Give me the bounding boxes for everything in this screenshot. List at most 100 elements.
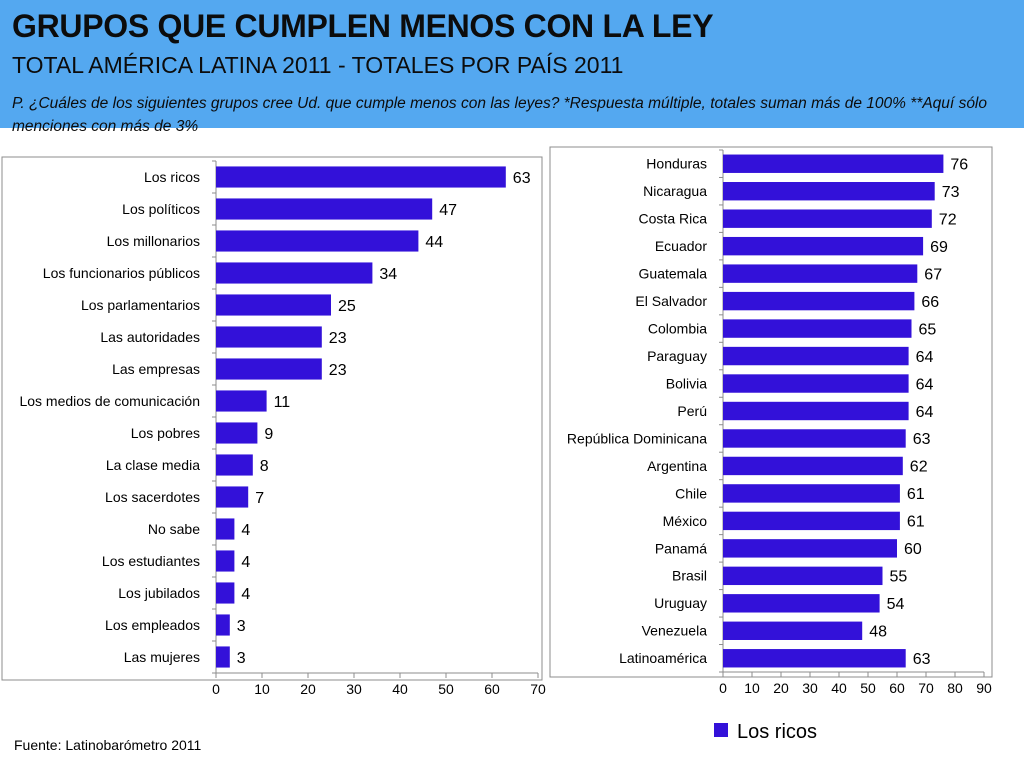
- countries-x-tick-label: 90: [976, 680, 992, 696]
- countries-category-label: Perú: [677, 403, 707, 419]
- countries-bar: [723, 264, 918, 283]
- groups-category-label: Las mujeres: [124, 649, 200, 665]
- countries-bar: [723, 319, 912, 338]
- groups-bar: [216, 294, 331, 316]
- groups-bar: [216, 518, 235, 540]
- countries-x-tick-label: 60: [889, 680, 905, 696]
- page-title: GRUPOS QUE CUMPLEN MENOS CON LA LEY: [12, 8, 714, 44]
- countries-x-tick-label: 80: [947, 680, 963, 696]
- groups-x-tick-label: 60: [484, 681, 500, 697]
- groups-value-label: 11: [274, 394, 291, 411]
- countries-x-tick-label: 50: [860, 680, 876, 696]
- groups-bar: [216, 198, 433, 220]
- header-banner: GRUPOS QUE CUMPLEN MENOS CON LA LEY TOTA…: [0, 0, 1024, 135]
- groups-value-label: 4: [241, 522, 250, 539]
- countries-category-label: Ecuador: [655, 238, 707, 254]
- countries-category-label: Colombia: [648, 320, 707, 336]
- groups-bar: [216, 550, 235, 572]
- groups-value-label: 4: [241, 554, 250, 571]
- groups-category-label: Los sacerdotes: [105, 489, 200, 505]
- countries-bar: [723, 594, 880, 613]
- groups-category-label: Los funcionarios públicos: [43, 265, 200, 281]
- groups-value-label: 44: [425, 234, 443, 251]
- countries-x-tick-label: 70: [918, 680, 934, 696]
- countries-x-tick-label: 0: [719, 680, 727, 696]
- groups-bar: [216, 326, 322, 348]
- groups-category-label: Las empresas: [112, 361, 200, 377]
- groups-bar: [216, 358, 322, 380]
- groups-value-label: 9: [264, 426, 273, 443]
- legend-swatch: [714, 723, 728, 737]
- survey-question: P. ¿Cuáles de los siguientes grupos cree…: [12, 95, 987, 135]
- groups-x-tick-label: 50: [438, 681, 454, 697]
- groups-bar: [216, 422, 258, 444]
- countries-bar: [723, 484, 900, 503]
- groups-value-label: 4: [241, 586, 250, 603]
- groups-value-label: 47: [439, 202, 457, 219]
- countries-category-label: Nicaragua: [643, 183, 707, 199]
- groups-value-label: 3: [237, 618, 246, 635]
- countries-value-label: 54: [887, 596, 905, 613]
- countries-category-label: Brasil: [672, 568, 707, 584]
- countries-value-label: 64: [916, 376, 934, 393]
- groups-x-tick-label: 10: [254, 681, 270, 697]
- countries-category-label: Costa Rica: [639, 211, 708, 227]
- countries-bar: [723, 374, 909, 393]
- countries-bar: [723, 154, 944, 173]
- countries-x-tick-label: 20: [773, 680, 789, 696]
- countries-bar: [723, 209, 932, 228]
- countries-value-label: 64: [916, 349, 934, 366]
- groups-category-label: Los políticos: [122, 201, 200, 217]
- groups-value-label: 23: [329, 330, 347, 347]
- countries-category-label: Venezuela: [642, 623, 708, 639]
- groups-value-label: 34: [379, 266, 397, 283]
- countries-bar-chart: Honduras 76 Nicaragua 73 Costa Rica 72 Ecuador…: [549, 146, 993, 743]
- groups-value-label: 7: [255, 490, 264, 507]
- countries-bar: [723, 236, 924, 256]
- countries-bar: [723, 182, 935, 201]
- countries-category-label: El Salvador: [635, 293, 707, 309]
- groups-category-label: La clase media: [106, 457, 200, 473]
- countries-value-label: 73: [942, 184, 960, 201]
- countries-category-label: Latinoamérica: [619, 650, 707, 666]
- groups-category-label: Los pobres: [131, 425, 200, 441]
- groups-bar: [216, 262, 373, 284]
- countries-bar: [723, 649, 906, 668]
- countries-value-label: 61: [907, 514, 925, 531]
- countries-category-label: Panamá: [655, 540, 707, 556]
- groups-bar: [216, 230, 419, 252]
- countries-bar: [723, 539, 897, 558]
- groups-category-label: No sabe: [148, 521, 200, 537]
- countries-bar: [723, 566, 883, 586]
- groups-x-tick-label: 70: [530, 681, 546, 697]
- groups-category-label: Los estudiantes: [102, 553, 200, 569]
- countries-value-label: 63: [913, 651, 931, 668]
- groups-bar: [216, 454, 253, 476]
- countries-bar: [723, 621, 863, 640]
- groups-category-label: Los ricos: [144, 169, 200, 185]
- countries-bar: [723, 401, 909, 421]
- groups-category-label: Los jubilados: [118, 585, 200, 601]
- source-note: Fuente: Latinobarómetro 2011: [14, 737, 202, 753]
- countries-value-label: 66: [921, 294, 939, 311]
- groups-value-label: 25: [338, 298, 356, 315]
- countries-category-label: México: [663, 513, 708, 529]
- groups-value-label: 8: [260, 458, 269, 475]
- countries-category-label: República Dominicana: [567, 430, 707, 446]
- countries-value-label: 76: [950, 156, 968, 173]
- groups-x-tick-label: 30: [346, 681, 362, 697]
- groups-bar: [216, 646, 230, 668]
- page-subtitle: TOTAL AMÉRICA LATINA 2011 - TOTALES POR …: [12, 52, 624, 78]
- countries-value-label: 60: [904, 541, 922, 558]
- countries-category-label: Uruguay: [654, 595, 707, 611]
- countries-category-label: Honduras: [646, 156, 707, 172]
- countries-value-label: 55: [890, 569, 908, 586]
- groups-bar: [216, 166, 506, 188]
- groups-value-label: 23: [329, 362, 347, 379]
- groups-value-label: 3: [237, 650, 246, 667]
- groups-value-label: 63: [513, 170, 531, 187]
- groups-category-label: Los parlamentarios: [81, 297, 200, 313]
- countries-category-label: Bolivia: [666, 375, 707, 391]
- groups-x-tick-label: 20: [300, 681, 316, 697]
